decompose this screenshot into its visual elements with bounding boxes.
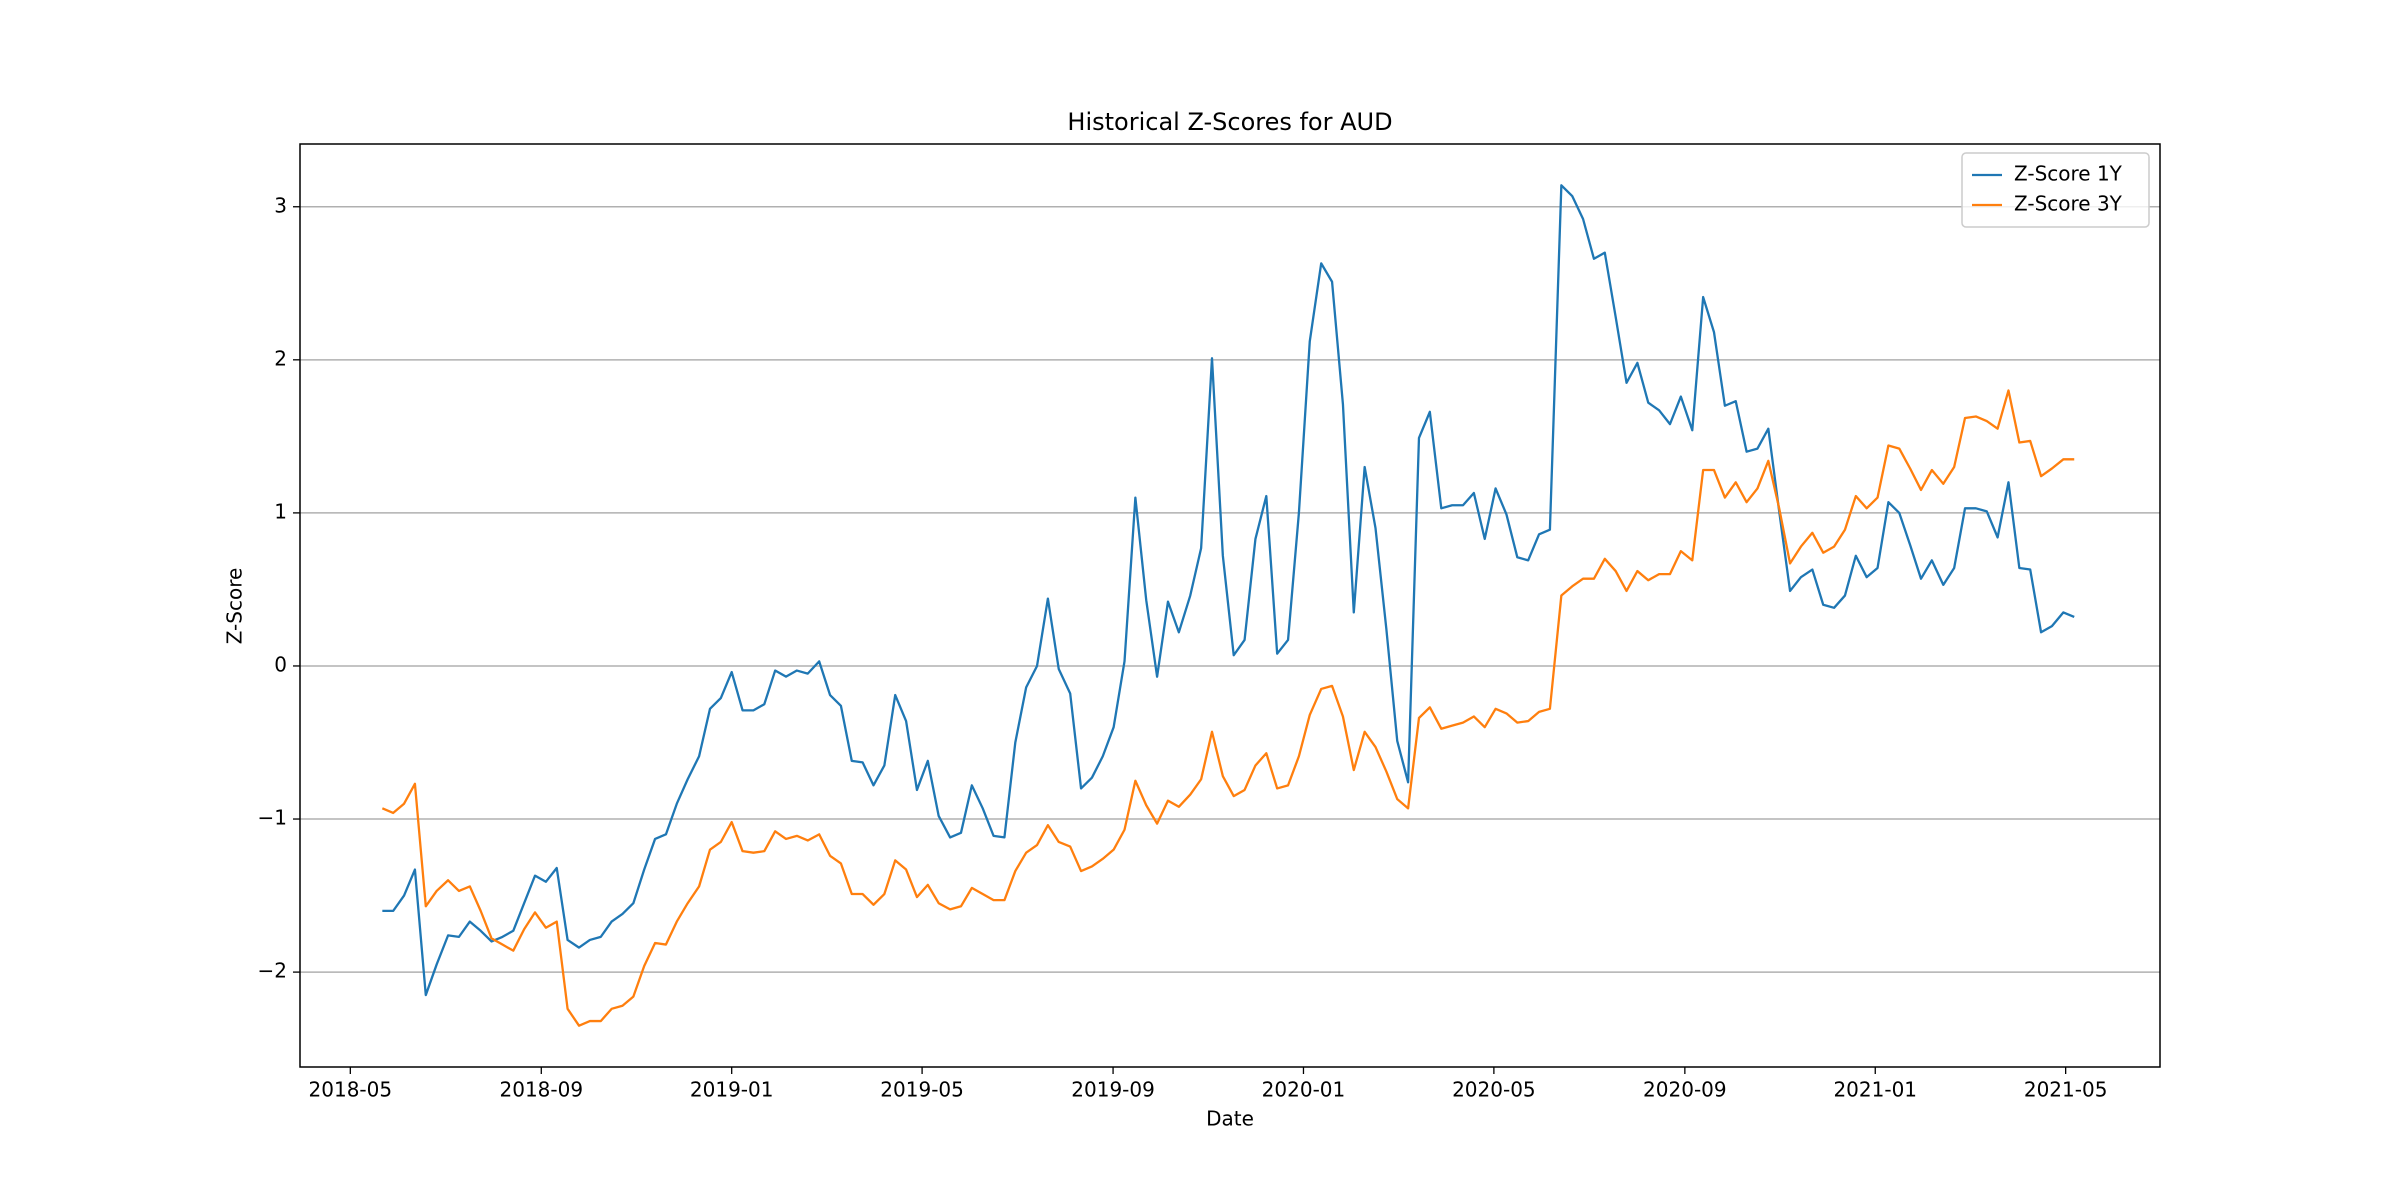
line	[381, 389, 2075, 1027]
x-axis-label: Date	[1206, 1107, 1254, 1131]
y-tick-label: −2	[258, 959, 287, 983]
x-tick-label: 2021-01	[1833, 1078, 1917, 1102]
y-tick-label: 0	[274, 652, 287, 676]
plot-frame	[299, 143, 2161, 1068]
legend: Z-Score 1Y Z-Score 3Y	[1961, 152, 2150, 228]
y-tick-label: −1	[258, 806, 287, 830]
x-tick-label: 2020-01	[1262, 1078, 1346, 1102]
y-axis-label: Z-Score	[223, 568, 247, 645]
x-tick-label: 2021-05	[2024, 1078, 2108, 1102]
x-tick-label: 2019-09	[1071, 1078, 1155, 1102]
chart-title: Historical Z-Scores for AUD	[1067, 108, 1392, 136]
y-tick-label: 3	[274, 193, 287, 217]
x-tick-label: 2019-05	[880, 1078, 964, 1102]
y-tick-label: 1	[274, 499, 287, 523]
y-tick-label: 2	[274, 346, 287, 370]
legend-label: Z-Score 3Y	[2014, 192, 2123, 216]
x-tick-label: 2018-09	[500, 1078, 584, 1102]
legend-label: Z-Score 1Y	[2014, 162, 2123, 186]
legend-frame	[1961, 152, 2150, 228]
x-tick-label: 2019-01	[690, 1078, 774, 1102]
x-tick-label: 2018-05	[309, 1078, 393, 1102]
x-tick-label: 2020-05	[1452, 1078, 1536, 1102]
line	[382, 184, 2075, 997]
x-tick-label: 2020-09	[1643, 1078, 1727, 1102]
